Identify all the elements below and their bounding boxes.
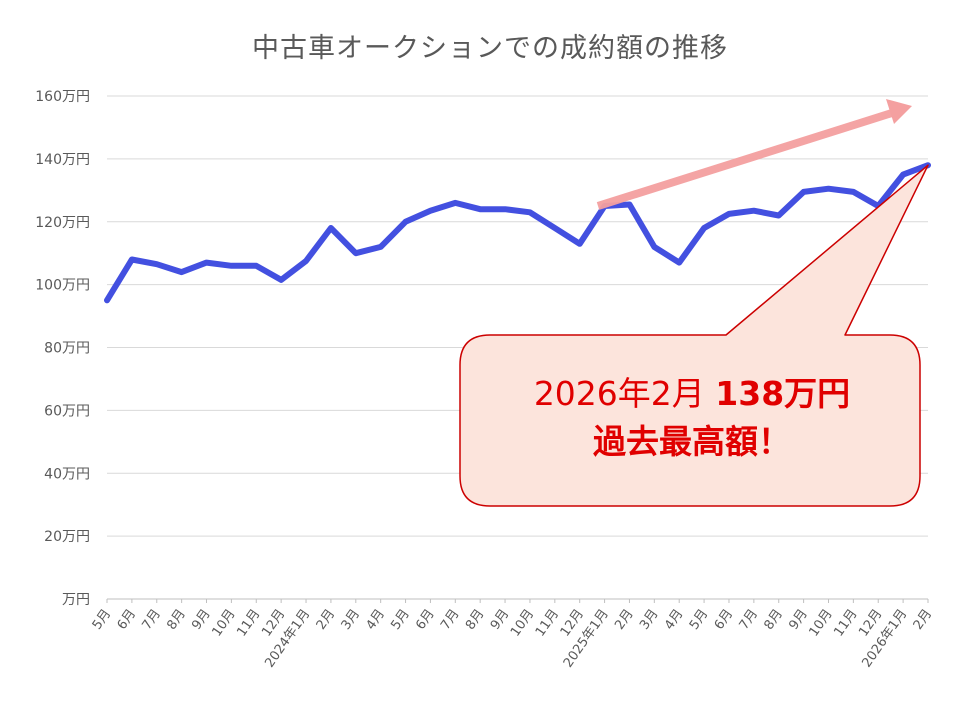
callout-bubble xyxy=(459,164,929,507)
x-tick-label: 4月 xyxy=(363,607,387,633)
x-tick-label: 6月 xyxy=(115,607,139,633)
x-tick-label: 3月 xyxy=(637,607,661,633)
x-tick-label: 3月 xyxy=(339,607,363,633)
y-tick-label: 80万円 xyxy=(44,341,90,357)
x-tick-label: 11月 xyxy=(831,607,860,640)
x-tick-label: 2月 xyxy=(612,607,636,633)
x-tick-label: 2月 xyxy=(314,607,338,633)
x-tick-label: 8月 xyxy=(164,607,188,633)
x-tick-label: 7月 xyxy=(438,607,462,633)
x-tick-label: 4月 xyxy=(662,607,686,633)
x-tick-label: 6月 xyxy=(712,607,736,633)
y-tick-label: 160万円 xyxy=(35,89,90,105)
x-tick-label: 7月 xyxy=(140,607,164,633)
callout-value: 138万円 xyxy=(715,374,851,413)
callout-line-1: 2026年2月 138万円 xyxy=(462,370,922,418)
x-tick-label: 8月 xyxy=(463,607,487,633)
callout-text: 2026年2月 138万円 過去最高額！ xyxy=(462,370,922,466)
x-tick-label: 11月 xyxy=(533,607,562,640)
trend-arrow-icon xyxy=(596,99,912,210)
x-tick-label: 2月 xyxy=(911,607,935,633)
x-tick-label: 6月 xyxy=(413,607,437,633)
x-tick-label: 11月 xyxy=(234,607,263,640)
series-line xyxy=(104,162,931,304)
chart-title: 中古車オークションでの成約額の推移 xyxy=(252,33,728,64)
y-tick-label: 140万円 xyxy=(35,152,90,168)
x-tick-label: 10月 xyxy=(807,607,836,640)
x-tick-label: 5月 xyxy=(388,607,412,633)
y-tick-label: 120万円 xyxy=(35,215,90,231)
callout-line-2: 過去最高額！ xyxy=(593,422,791,461)
x-tick-label: 5月 xyxy=(687,607,711,633)
y-axis: 万円 20万円 40万円 60万円 80万円 100万円 120万円 140万円 160万円 xyxy=(35,89,90,608)
y-tick-label: 20万円 xyxy=(44,529,90,545)
y-tick-label: 60万円 xyxy=(44,403,90,419)
y-tick-label: 万円 xyxy=(62,592,90,608)
x-tick-label: 10月 xyxy=(508,607,537,640)
x-tick-label: 10月 xyxy=(209,607,238,640)
x-tick-label: 7月 xyxy=(737,607,761,633)
y-tick-label: 40万円 xyxy=(44,466,90,482)
x-tick-label: 5月 xyxy=(90,607,114,633)
x-tick-label: 8月 xyxy=(762,607,786,633)
callout-date: 2026年2月 xyxy=(533,374,716,413)
y-tick-label: 100万円 xyxy=(35,278,90,294)
